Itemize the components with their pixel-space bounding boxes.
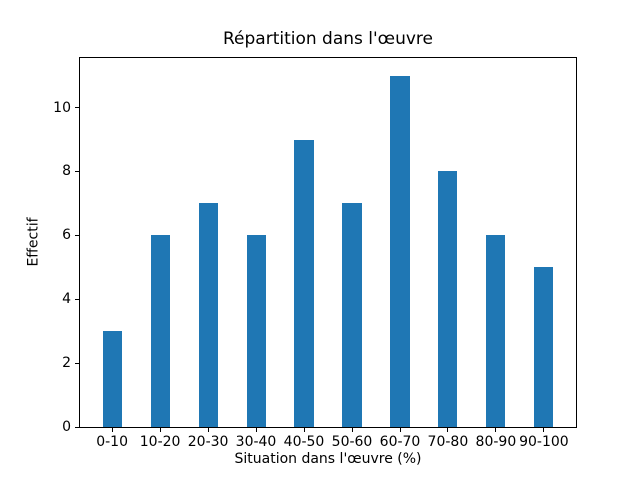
x-tick-label: 20-30 <box>187 434 229 450</box>
bar <box>198 203 218 427</box>
plot-area: 0-10 10-20 20-30 30-40 40-50 50-60 60-70 70-80 8… <box>53 57 577 450</box>
y-tick-mark <box>75 362 79 364</box>
bar <box>438 171 458 427</box>
x-tick-mark <box>255 428 257 432</box>
x-tick-label: 90-100 <box>519 434 569 450</box>
x-tick-label: 0-10 <box>96 434 128 450</box>
x-tick-label: 80-90 <box>475 434 517 450</box>
chart-title: Répartition dans l'œuvre <box>222 29 433 49</box>
y-tick-mark <box>75 298 79 300</box>
x-tick-label: 50-60 <box>331 434 373 450</box>
x-tick-mark <box>207 428 209 432</box>
y-tick-label: 6 <box>62 227 71 244</box>
y-tick-label: 4 <box>62 291 71 308</box>
bar <box>486 235 506 427</box>
x-tick-mark <box>111 428 113 432</box>
bar <box>246 235 266 427</box>
bar <box>102 331 122 427</box>
x-tick-mark <box>495 428 497 432</box>
x-tick-label: 10-20 <box>139 434 181 450</box>
y-tick-label: 10 <box>53 99 71 116</box>
x-tick-mark <box>303 428 305 432</box>
x-tick-label: 40-50 <box>283 434 325 450</box>
x-tick-mark <box>543 428 545 432</box>
bar <box>390 75 410 427</box>
bar <box>342 203 362 427</box>
x-tick-mark <box>447 428 449 432</box>
y-tick-label: 2 <box>62 355 71 372</box>
y-tick-label: 0 <box>62 419 71 435</box>
x-tick-label: 70-80 <box>427 434 469 450</box>
y-tick-label: 8 <box>62 163 71 180</box>
x-tick-mark <box>399 428 401 432</box>
bar <box>294 139 314 427</box>
y-tick-mark <box>75 234 79 236</box>
y-tick-mark <box>75 170 79 172</box>
bar <box>150 235 170 427</box>
x-tick-mark <box>159 428 161 432</box>
y-tick-mark <box>75 426 79 428</box>
bar <box>534 267 554 427</box>
x-axis-label: Situation dans l'œuvre (%) <box>234 451 422 467</box>
x-tick-mark <box>351 428 353 432</box>
y-tick-mark <box>75 107 79 108</box>
x-tick-label: 30-40 <box>235 434 277 450</box>
x-tick-label: 60-70 <box>379 434 421 450</box>
